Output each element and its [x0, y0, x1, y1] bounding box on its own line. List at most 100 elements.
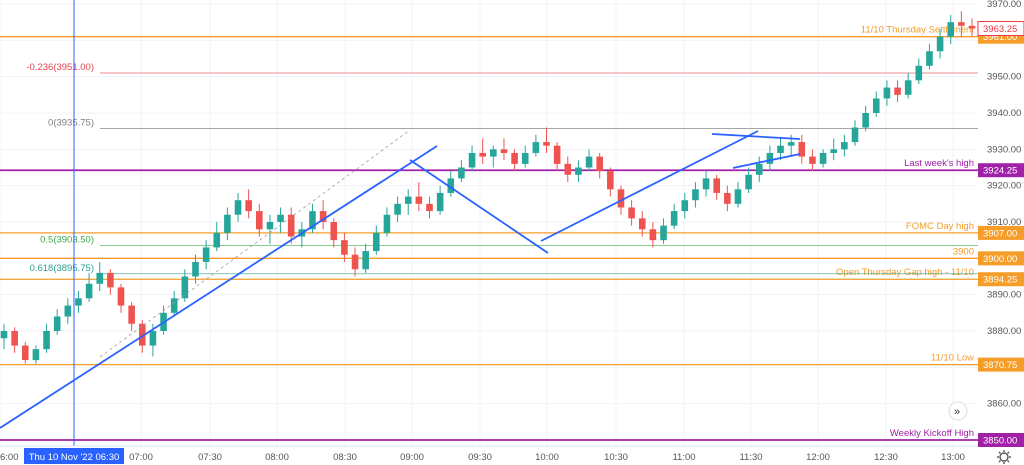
level-price-tag-bg: [978, 357, 1024, 372]
level-label: FOMC Day high: [906, 221, 974, 232]
candle-body: [202, 247, 210, 262]
candle-body: [490, 149, 497, 157]
fib-trend-line: [99, 129, 411, 358]
candle-body: [192, 261, 199, 277]
x-tick-label: 09:00: [400, 452, 424, 463]
candle-body: [479, 152, 486, 157]
x-tick-label: 10:30: [604, 452, 628, 463]
x-tick-label: 10:00: [535, 452, 559, 463]
candle-body: [798, 142, 806, 157]
trendline: [540, 130, 759, 242]
level-price-tag: 3900.00: [978, 251, 1024, 266]
candle-body: [872, 98, 880, 113]
candle-body: [809, 156, 816, 164]
y-axis: 3860.00 3880.00 3890.00 3910.00 3920.00 3930.…: [987, 0, 1021, 410]
candle-body: [947, 22, 955, 37]
candle-body: [521, 152, 529, 164]
candle-body: [745, 174, 752, 190]
y-tick-label: 3950.00: [987, 72, 1021, 83]
level-price-tag: 3870.75: [978, 357, 1024, 372]
candle-body: [383, 214, 391, 233]
candle-body: [362, 251, 369, 270]
candle-body: [607, 171, 614, 190]
trendline: [0, 145, 438, 429]
candle-body: [309, 211, 316, 230]
candle-body: [936, 36, 944, 52]
trendline: [711, 133, 801, 140]
candle-body: [255, 211, 263, 230]
x-tick-label: 08:30: [333, 452, 357, 463]
x-tick-label: 08:00: [265, 452, 289, 463]
candle-body: [0, 331, 8, 339]
candle-body: [904, 80, 912, 95]
scroll-to-latest-button[interactable]: »: [948, 401, 968, 421]
x-tick-label: 07:30: [198, 452, 222, 463]
level-price-tag-text: 3907.00: [983, 228, 1017, 239]
x-tick-label: 12:30: [874, 452, 898, 463]
candle-body: [458, 167, 465, 179]
candle-body: [85, 283, 93, 299]
candle-body: [43, 331, 50, 350]
candle-body: [638, 218, 646, 230]
candle-body: [851, 127, 859, 143]
candle-body: [755, 163, 763, 175]
candle-body: [819, 152, 827, 164]
level-price-tag-bg: [978, 163, 1024, 178]
candle-body: [500, 149, 508, 153]
level-label: 11/10 Thursday Settlement: [861, 25, 975, 36]
y-tick-label: 3890.00: [987, 290, 1021, 301]
candle-body: [245, 200, 252, 212]
level-price-tag-text: 3894.25: [983, 275, 1017, 286]
settings-icon[interactable]: [997, 450, 1011, 464]
candle-body: [266, 222, 274, 230]
candle-body: [692, 189, 699, 201]
candle-body: [128, 305, 135, 324]
candle-body: [777, 145, 784, 153]
candle-body: [447, 178, 455, 193]
candle-body: [766, 152, 774, 164]
candle-body: [96, 272, 104, 284]
x-tick-label: 11:30: [739, 452, 762, 463]
y-tick-label: 3880.00: [987, 326, 1021, 337]
level-price-tag-text: 3850.00: [983, 436, 1017, 447]
candle-body: [968, 25, 976, 29]
fib-label: 0(3935.75): [48, 117, 94, 128]
candle-body: [713, 178, 721, 193]
candle-body: [287, 214, 295, 237]
x-tick-label: 6:00: [0, 452, 19, 463]
fib-label: -0.236(3951.00): [26, 62, 94, 73]
level-price-tag-text: 3924.25: [983, 166, 1017, 177]
y-tick-label: 3970.00: [987, 0, 1021, 10]
candle-body: [649, 229, 657, 241]
fib-label: 0.618(3895.75): [30, 263, 94, 274]
y-tick-label: 3930.00: [987, 144, 1021, 155]
candle-body: [75, 298, 82, 306]
candles: [0, 11, 976, 364]
candle-body: [277, 214, 284, 222]
x-axis: 6:00 07:00 07:30 08:00 08:30 09:00 09:30 10:00 1…: [0, 445, 978, 463]
trendlines: [0, 129, 801, 429]
candle-body: [404, 196, 412, 204]
candle-body: [681, 200, 689, 212]
level-label: 3900: [953, 246, 974, 257]
y-tick-label: 3920.00: [987, 181, 1021, 192]
fib-levels: -0.236(3951.00) 0(3935.75) 0.5(3903.50) 0.6…: [26, 62, 978, 275]
candle-body: [511, 152, 518, 164]
x-tick-label: 09:30: [468, 452, 492, 463]
candle-body: [107, 272, 114, 288]
candle-body: [138, 323, 146, 346]
level-price-tag-text: 3900.00: [983, 254, 1017, 265]
candle-body: [724, 192, 731, 204]
candle-body: [628, 207, 635, 219]
x-tick-label: 11:00: [672, 452, 695, 463]
candle-body: [468, 152, 476, 168]
last-price-tag: 3963.25: [977, 21, 1024, 37]
candle-body: [224, 214, 231, 233]
candle-body: [926, 51, 933, 66]
candle-body: [436, 192, 444, 212]
level-label: Last week's high: [904, 158, 974, 169]
candle-body: [596, 156, 603, 172]
crosshair: Thu 10 Nov '22 06:30: [24, 0, 124, 464]
y-tick-label: 3940.00: [987, 108, 1021, 119]
